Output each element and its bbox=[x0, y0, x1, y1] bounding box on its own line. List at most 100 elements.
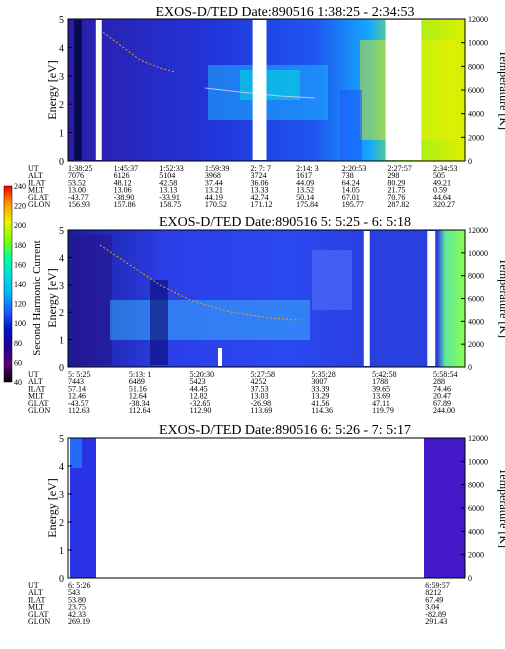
panel-3-table-row-label: MLT bbox=[28, 603, 44, 612]
panel-2-left-axis: 0 1 2 3 4 5 bbox=[59, 226, 72, 374]
panel-3-table-cell: 53.80 bbox=[68, 595, 86, 604]
panel-3-right-axis: 0 2000 4000 6000 8000 10000 12000 bbox=[461, 434, 488, 583]
panel-1-table-row-label: GLAT bbox=[28, 193, 49, 202]
colorbar-tick-label: 60 bbox=[14, 358, 22, 367]
panel-3-table-row-label: GLAT bbox=[28, 610, 49, 619]
panel-2-y2tick-label: 10000 bbox=[468, 249, 488, 258]
panel-2-table-cell: 47.11 bbox=[372, 399, 390, 408]
panel-2-table-cell: 44.45 bbox=[190, 384, 208, 393]
colorbar-tick-label: 160 bbox=[14, 260, 26, 269]
panel-2-table-cell: 51.16 bbox=[129, 384, 147, 393]
panel-2-table-cell: 74.46 bbox=[433, 384, 451, 393]
panel-1-table-cell: 3724 bbox=[251, 171, 267, 180]
panel-1-dark-band bbox=[74, 20, 82, 160]
panel-1-table-cell: 13.00 bbox=[68, 186, 86, 195]
panel-2-table-cell: 13.29 bbox=[311, 392, 329, 401]
panel-1-y2tick-label: 2000 bbox=[468, 133, 484, 142]
panel-3-right-data-strip bbox=[424, 438, 465, 578]
panel-2-data-gap bbox=[363, 231, 370, 366]
panel-1-table-cell: 156.93 bbox=[68, 200, 90, 209]
panel-2-table-cell: 5:13: 1 bbox=[129, 370, 151, 379]
panel-1-table-row-label: ALT bbox=[28, 171, 43, 180]
panel-2-dark-region bbox=[72, 235, 112, 365]
panel-2-ytick-label: 2 bbox=[59, 308, 64, 319]
panel-1-table-cell: 3968 bbox=[205, 171, 221, 180]
panel-1-y2tick-label: 0 bbox=[468, 157, 472, 166]
panel-1-ytick-label: 1 bbox=[59, 129, 64, 140]
panel-1-right-axis: 0 2000 4000 6000 8000 10000 12000 bbox=[461, 15, 488, 166]
panel-3-table-cell: 6: 5:26 bbox=[68, 581, 90, 590]
panel-1-table-cell: 1:59:39 bbox=[205, 164, 229, 173]
panel-1-table-cell: 67.01 bbox=[342, 193, 360, 202]
panel-2-table-cell: 37.53 bbox=[251, 384, 269, 393]
panel-2-ytick-label: 3 bbox=[59, 281, 64, 292]
panel-2-spectrogram bbox=[68, 230, 465, 367]
panel-1-temperature-trace bbox=[99, 29, 176, 73]
panel-1-table-cell: -38.90 bbox=[114, 193, 135, 202]
panel-1-table-cell: 171.12 bbox=[251, 200, 273, 209]
panel-2-table-cell: 33.39 bbox=[311, 384, 329, 393]
panel-1-table-cell: 157.86 bbox=[114, 200, 136, 209]
panel-1-table-cell: 37.44 bbox=[205, 178, 223, 187]
panel-1-table-cell: 14.05 bbox=[342, 186, 360, 195]
panel-2-y2tick-label: 2000 bbox=[468, 340, 484, 349]
panel-3-y2label: Temperature [K] bbox=[497, 468, 505, 548]
panel-1-y2tick-label: 12000 bbox=[468, 15, 488, 24]
panel-3-y2tick-label: 6000 bbox=[468, 504, 484, 513]
panel-1-table-cell: 1:45:37 bbox=[114, 164, 138, 173]
panel-1-table-row-label: UT bbox=[28, 164, 39, 173]
panel-1-y2tick-label: 10000 bbox=[468, 39, 488, 48]
panel-2-table-cell: 57.14 bbox=[68, 384, 86, 393]
panel-2-ytick-label: 4 bbox=[59, 253, 64, 264]
panel-1-data-gap bbox=[95, 20, 102, 160]
panel-1-table-cell: 64.24 bbox=[342, 178, 360, 187]
panel-2-table-cell: 5:58:54 bbox=[433, 370, 457, 379]
panel-3-table-cell: 67.49 bbox=[425, 595, 443, 604]
panel-1-y2tick-label: 6000 bbox=[468, 86, 484, 95]
panel-3-y2tick-label: 2000 bbox=[468, 551, 484, 560]
panel-1-y2tick-label: 8000 bbox=[468, 62, 484, 71]
panel-1-table-cell: -43.77 bbox=[68, 193, 89, 202]
panel-1-ylabel: Energy [eV] bbox=[45, 60, 59, 119]
panel-2-title: EXOS-D/TED Date:890516 5: 5:25 - 6: 5:18 bbox=[159, 215, 411, 230]
panel-2: EXOS-D/TED Date:890516 5: 5:25 - 6: 5:18… bbox=[3, 182, 505, 415]
panel-2-table-cell: 112.63 bbox=[68, 406, 90, 415]
panel-1-table-cell: 158.75 bbox=[159, 200, 181, 209]
panel-1-table-cell: 5104 bbox=[159, 171, 175, 180]
panel-2-temperature-trace bbox=[99, 244, 301, 321]
panel-1-table-cell: 53.52 bbox=[68, 178, 86, 187]
panel-1-table-cell: 13.06 bbox=[114, 186, 132, 195]
panel-2-table-cell: 112.64 bbox=[129, 406, 151, 415]
panel-2-table-row-label: GLAT bbox=[28, 399, 49, 408]
panel-2-table-cell: 288 bbox=[433, 377, 445, 386]
colorbar bbox=[3, 185, 13, 383]
panel-1-table-cell: 50.14 bbox=[296, 193, 314, 202]
panel-1-data-gap bbox=[385, 20, 422, 160]
panel-1-table-cell: 13.21 bbox=[205, 186, 223, 195]
panel-1-ytick-label: 5 bbox=[59, 15, 64, 26]
panel-2-table-cell: 5: 5:25 bbox=[68, 370, 90, 379]
panel-2-table-cell: 5:42:58 bbox=[372, 370, 396, 379]
panel-2-table-cell: 1788 bbox=[372, 377, 388, 386]
panel-2-table-cell: 113.69 bbox=[251, 406, 273, 415]
panel-2-light-patch bbox=[312, 250, 352, 310]
panel-1-table-cell: 1:38:25 bbox=[68, 164, 92, 173]
panel-1-table-cell: 2:20:53 bbox=[342, 164, 366, 173]
panel-2-ytick-label: 0 bbox=[59, 363, 64, 374]
panel-3-title: EXOS-D/TED Date:890516 6: 5:26 - 7: 5:17 bbox=[159, 423, 411, 438]
panel-1: EXOS-D/TED Date:890516 1:38:25 - 2:34:53… bbox=[28, 5, 505, 209]
panel-2-ylabel: Energy [eV] bbox=[45, 268, 59, 327]
panel-3-table-cell: 269.19 bbox=[68, 617, 90, 626]
panel-2-table-cell: 3007 bbox=[311, 377, 327, 386]
panel-1-data-gaps bbox=[95, 20, 422, 160]
panel-2-table-cell: -38.34 bbox=[129, 399, 150, 408]
panel-1-table-cell: 13.52 bbox=[296, 186, 314, 195]
panel-1-table-cell: 80.29 bbox=[387, 178, 405, 187]
panel-2-table-cell: 12.64 bbox=[129, 392, 147, 401]
panel-3-table-row-label: ALT bbox=[28, 588, 43, 597]
panel-1-table-cell: 44.19 bbox=[205, 193, 223, 202]
panel-3-table-row-label: UT bbox=[28, 581, 39, 590]
panel-1-table-cell: 36.06 bbox=[251, 178, 269, 187]
panel-2-y2tick-label: 8000 bbox=[468, 272, 484, 281]
